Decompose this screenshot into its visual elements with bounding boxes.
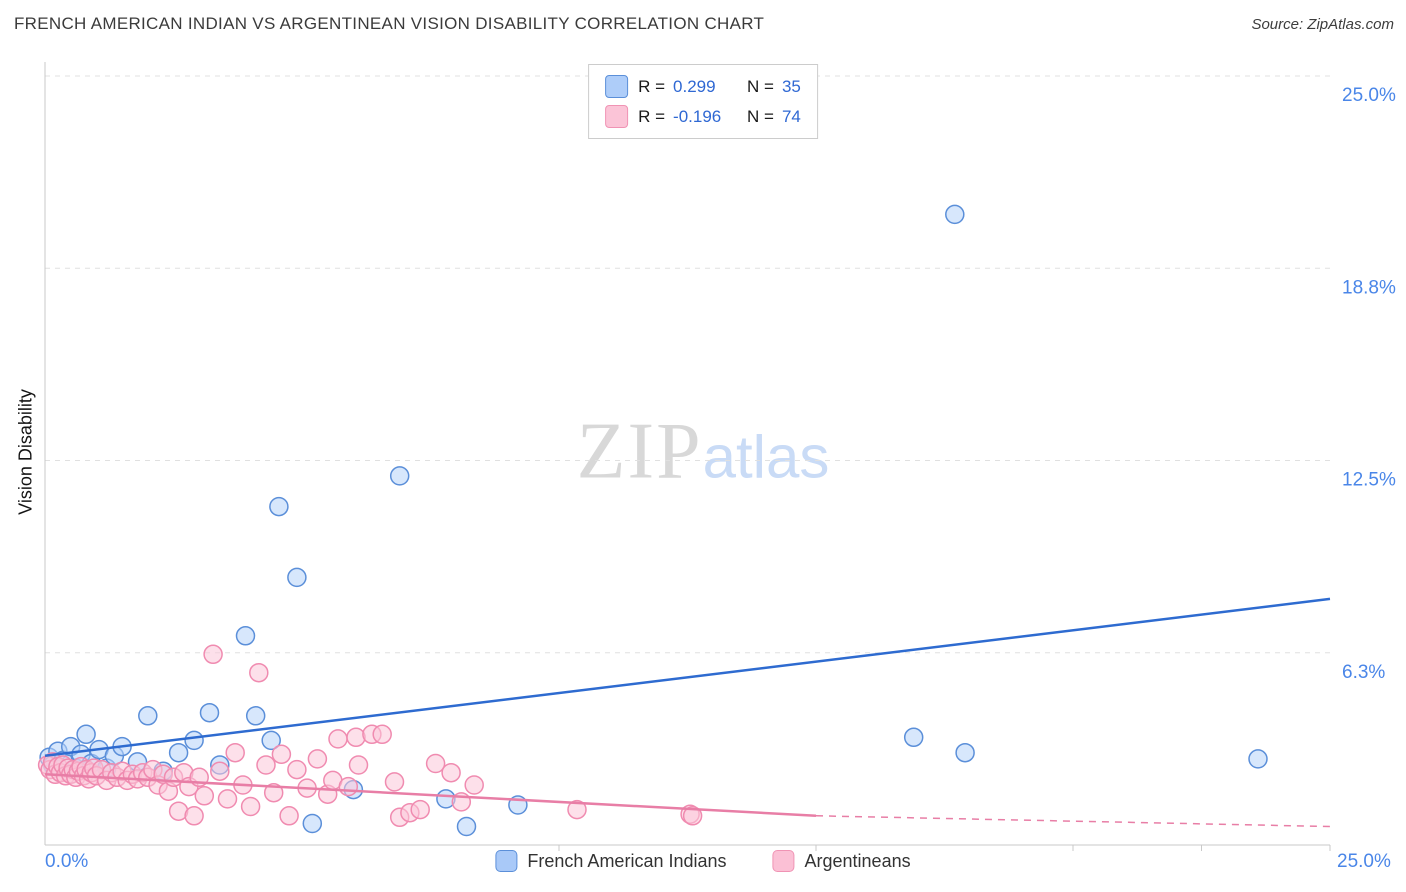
trend-line-extension <box>815 815 1331 828</box>
x-axis-max-label: 25.0% <box>1337 851 1391 872</box>
point-french-american-indians[interactable] <box>138 706 158 726</box>
point-french-american-indians[interactable] <box>261 730 281 751</box>
pink-series-swatch <box>772 850 795 872</box>
point-argentineans[interactable] <box>464 775 484 795</box>
watermark-atlas: atlas <box>702 423 830 491</box>
legend-row-argentineans: R = -0.196 N = 74 <box>605 105 801 128</box>
point-french-american-indians[interactable] <box>168 742 189 763</box>
y-tick-label: 6.3% <box>1342 662 1385 683</box>
point-argentineans[interactable] <box>410 799 430 820</box>
point-argentineans[interactable] <box>263 782 284 803</box>
r-value: 0.299 <box>673 76 716 96</box>
point-argentineans[interactable] <box>271 744 292 765</box>
point-argentineans[interactable] <box>338 776 359 797</box>
blue-series-swatch <box>605 75 629 98</box>
pink-series-swatch <box>605 105 629 128</box>
point-argentineans[interactable] <box>346 727 366 748</box>
point-argentineans[interactable] <box>210 761 230 781</box>
y-tick-label: 18.8% <box>1342 277 1396 298</box>
page-title: FRENCH AMERICAN INDIAN VS ARGENTINEAN VI… <box>14 14 765 33</box>
r-label: R = <box>638 106 666 126</box>
r-value: -0.196 <box>673 106 722 126</box>
point-argentineans[interactable] <box>384 772 405 792</box>
point-french-american-indians[interactable] <box>389 466 410 486</box>
source-attribution: Source: ZipAtlas.com <box>1251 16 1394 33</box>
point-argentineans[interactable] <box>441 762 461 783</box>
point-argentineans[interactable] <box>194 786 215 806</box>
trend-line <box>44 597 1331 758</box>
series-legend: French American Indians Argentineans <box>495 850 911 872</box>
n-value: 74 <box>781 106 801 126</box>
point-argentineans[interactable] <box>225 742 245 763</box>
y-tick-label: 25.0% <box>1342 85 1396 106</box>
point-french-american-indians[interactable] <box>302 813 323 834</box>
point-argentineans[interactable] <box>203 644 223 665</box>
y-axis-title: Vision Disability <box>15 389 36 515</box>
point-argentineans[interactable] <box>425 753 446 774</box>
n-value: 35 <box>781 76 801 96</box>
x-axis-min-label: 0.0% <box>45 851 89 872</box>
r-label: R = <box>638 76 666 96</box>
point-french-american-indians[interactable] <box>199 702 220 723</box>
point-french-american-indians[interactable] <box>235 626 256 646</box>
point-argentineans[interactable] <box>287 759 307 780</box>
point-french-american-indians[interactable] <box>456 816 477 837</box>
point-french-american-indians[interactable] <box>1248 749 1268 769</box>
point-argentineans[interactable] <box>348 755 369 775</box>
point-argentineans[interactable] <box>567 799 587 820</box>
point-french-american-indians[interactable] <box>245 706 266 726</box>
legend-row-french-american-indians: R = 0.299 N = 35 <box>605 75 801 98</box>
n-label: N = <box>747 76 774 96</box>
point-argentineans[interactable] <box>240 796 261 817</box>
legend-item-label: French American Indians <box>527 850 727 871</box>
point-argentineans[interactable] <box>682 806 703 826</box>
trend-line <box>44 773 817 818</box>
point-argentineans[interactable] <box>256 755 276 775</box>
legend-item-french-american-indians[interactable]: French American Indians <box>495 850 727 872</box>
point-french-american-indians[interactable] <box>76 724 96 745</box>
point-argentineans[interactable] <box>184 806 204 826</box>
point-french-american-indians[interactable] <box>287 567 307 588</box>
point-argentineans[interactable] <box>279 806 299 826</box>
point-argentineans[interactable] <box>328 729 348 749</box>
point-argentineans[interactable] <box>307 749 328 769</box>
point-french-american-indians[interactable] <box>955 742 975 763</box>
zipatlas-watermark: ZIPatlas <box>577 407 830 498</box>
point-french-american-indians[interactable] <box>903 727 924 748</box>
y-tick-label: 12.5% <box>1342 470 1396 491</box>
point-french-american-indians[interactable] <box>945 204 965 225</box>
point-argentineans[interactable] <box>372 724 392 745</box>
correlation-legend: R = 0.299 N = 35 R = -0.196 N = 74 <box>588 64 818 139</box>
point-argentineans[interactable] <box>249 662 269 683</box>
legend-item-label: Argentineans <box>804 850 911 871</box>
blue-series-swatch <box>495 850 518 872</box>
point-french-american-indians[interactable] <box>184 730 204 751</box>
point-french-american-indians[interactable] <box>269 496 289 517</box>
point-argentineans[interactable] <box>217 789 238 809</box>
n-label: N = <box>747 106 774 126</box>
legend-item-argentineans[interactable]: Argentineans <box>772 850 911 872</box>
watermark-zip: ZIP <box>576 407 703 496</box>
